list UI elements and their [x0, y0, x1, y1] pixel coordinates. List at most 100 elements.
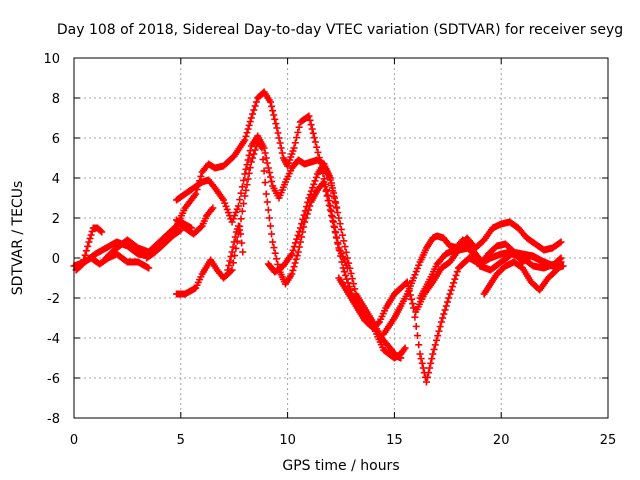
data-point [291, 259, 299, 267]
data-point [272, 120, 280, 128]
data-point [342, 271, 350, 279]
data-point [448, 283, 456, 291]
data-point [289, 246, 297, 254]
data-point [441, 306, 449, 314]
data-point [435, 327, 443, 335]
data-point [87, 231, 95, 239]
data-point [306, 116, 314, 124]
data-point [295, 228, 303, 236]
data-point [557, 238, 565, 246]
data-point [290, 263, 298, 271]
data-point [422, 378, 430, 386]
y-tick-label: -6 [47, 372, 60, 387]
data-point [305, 112, 313, 120]
data-point [412, 268, 420, 276]
data-point [97, 227, 105, 235]
data-point [426, 364, 434, 372]
data-point [335, 214, 343, 222]
data-point [271, 249, 279, 257]
data-point [267, 98, 275, 106]
data-point [400, 346, 408, 353]
data-point [303, 203, 311, 211]
data-point [424, 373, 432, 381]
data-point [350, 280, 358, 288]
data-point [237, 215, 245, 223]
data-point [409, 300, 417, 308]
series-track-h [173, 204, 217, 238]
data-point [258, 144, 266, 152]
data-point [330, 222, 338, 230]
data-point [223, 205, 231, 213]
data-point [228, 248, 236, 256]
data-point [445, 294, 453, 302]
data-point [309, 184, 317, 192]
data-point [297, 233, 305, 241]
data-point [231, 212, 239, 220]
data-point [294, 231, 302, 239]
data-point [340, 237, 348, 245]
data-point [265, 169, 273, 176]
data-point [261, 179, 269, 186]
data-point [332, 199, 340, 207]
data-point [343, 254, 351, 262]
y-tick-label: -4 [47, 332, 60, 347]
data-point [292, 239, 300, 247]
data-point [229, 215, 237, 223]
data-point [334, 209, 342, 217]
data-point [407, 295, 415, 303]
data-point [431, 341, 439, 349]
series-track-p [143, 226, 185, 262]
y-tick-label: -2 [47, 292, 60, 307]
data-point [238, 207, 246, 215]
data-point [411, 271, 419, 279]
data-point [229, 243, 237, 251]
data-point [322, 187, 330, 195]
data-point [439, 314, 447, 322]
data-point [294, 128, 302, 136]
data-point [249, 154, 257, 162]
data-point [270, 244, 278, 252]
data-point [278, 149, 286, 157]
data-point [437, 318, 445, 326]
data-point [325, 201, 333, 209]
data-point [260, 167, 268, 175]
y-tick-label: 4 [52, 172, 60, 187]
data-point [328, 211, 336, 219]
data-point [342, 248, 350, 256]
data-point [443, 298, 451, 306]
data-point [267, 173, 275, 181]
data-point [330, 189, 338, 197]
data-point [307, 121, 315, 129]
x-tick-label: 0 [70, 433, 78, 448]
data-point [272, 255, 280, 263]
data-point [306, 191, 314, 199]
data-point [222, 202, 230, 210]
data-point [246, 164, 254, 172]
data-point [263, 159, 271, 167]
data-point [221, 199, 229, 207]
data-point [238, 239, 246, 247]
data-point [292, 255, 300, 263]
data-point [209, 204, 217, 212]
data-point [296, 238, 304, 246]
data-point [312, 173, 320, 181]
data-point [326, 174, 334, 182]
data-point [234, 222, 242, 230]
data-point [311, 138, 319, 146]
data-point [343, 264, 351, 272]
data-point [289, 266, 297, 274]
data-point [224, 209, 232, 217]
data-point [85, 238, 93, 246]
data-point [440, 310, 448, 318]
axis-ticks: 0 5 10 15 20 25 -8 -6 -4 -2 0 2 4 6 8 10 [43, 52, 616, 448]
data-point [428, 355, 436, 363]
data-point [347, 269, 355, 277]
data-point [313, 143, 321, 151]
data-point [269, 107, 277, 115]
data-point [415, 261, 423, 269]
data-point [436, 323, 444, 331]
data-point [307, 187, 315, 195]
data-point [232, 208, 240, 216]
data-point [339, 231, 347, 239]
